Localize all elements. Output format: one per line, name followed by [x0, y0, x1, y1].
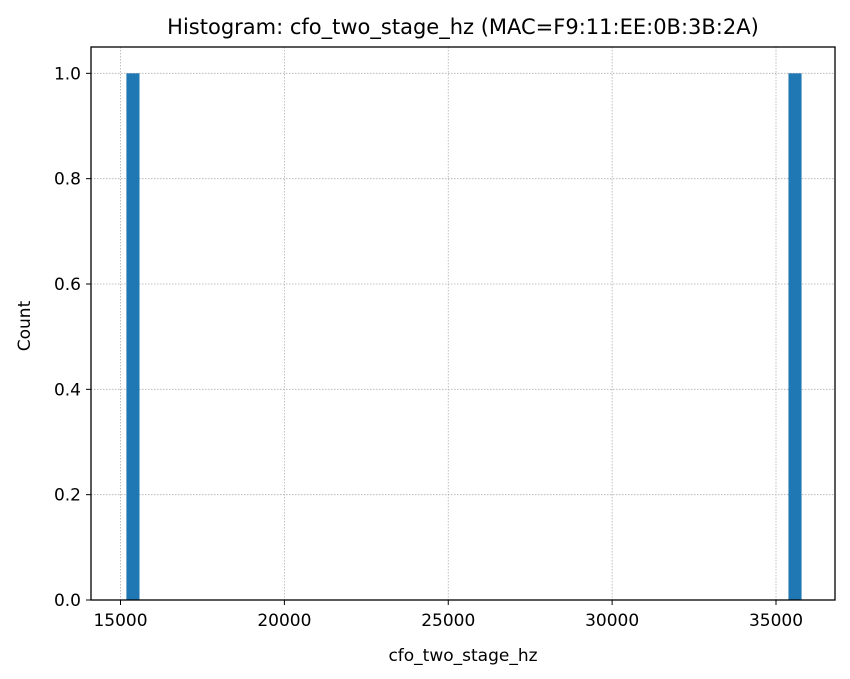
- x-tick-label: 25000: [421, 611, 475, 631]
- histogram-bar: [788, 73, 802, 601]
- y-tick-label: 0.4: [54, 380, 81, 400]
- y-tick-label: 0.8: [54, 170, 81, 190]
- chart-title: Histogram: cfo_two_stage_hz (MAC=F9:11:E…: [167, 15, 759, 40]
- histogram-bar: [126, 73, 140, 601]
- x-tick-label: 15000: [93, 611, 147, 631]
- y-axis-label: Count: [15, 300, 35, 351]
- y-tick-label: 1.0: [54, 64, 81, 84]
- x-tick-label: 20000: [257, 611, 311, 631]
- plot-frame: [90, 46, 836, 601]
- x-axis-ticks: 15000 20000 25000 30000 35000: [93, 600, 803, 631]
- y-axis-ticks: 0.0 0.2 0.4 0.6 0.8 1.0: [54, 64, 91, 611]
- y-tick-label: 0.0: [54, 591, 81, 611]
- x-tick-label: 30000: [585, 611, 639, 631]
- histogram-bars: [126, 73, 802, 601]
- x-axis-label: cfo_two_stage_hz: [388, 646, 537, 666]
- y-tick-label: 0.6: [54, 275, 81, 295]
- y-tick-label: 0.2: [54, 486, 81, 506]
- grid-lines: [91, 47, 835, 601]
- x-tick-label: 35000: [749, 611, 803, 631]
